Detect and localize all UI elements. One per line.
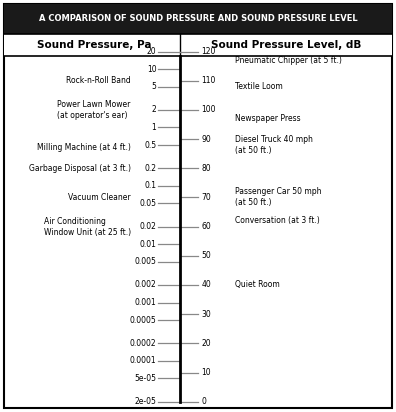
Bar [4,34,392,56]
Text: 0.001: 0.001 [135,298,156,307]
Text: Conversation (at 3 ft.): Conversation (at 3 ft.) [235,216,320,225]
Text: 0.1: 0.1 [145,181,156,190]
Text: 10: 10 [147,65,156,74]
Text: 0.2: 0.2 [145,164,156,173]
Text: 80: 80 [201,164,211,173]
Text: 0.02: 0.02 [139,222,156,231]
Text: 2: 2 [152,105,156,115]
Text: 100: 100 [201,105,216,115]
Text: 90: 90 [201,135,211,143]
Text: 20: 20 [147,47,156,56]
Text: 70: 70 [201,193,211,202]
Text: 40: 40 [201,281,211,290]
Text: 0.0001: 0.0001 [130,356,156,365]
Text: Sound Pressure, Pa: Sound Pressure, Pa [37,40,151,50]
Text: 20: 20 [201,339,211,348]
Text: 0.0002: 0.0002 [130,339,156,348]
Text: Passenger Car 50 mph
(at 50 ft.): Passenger Car 50 mph (at 50 ft.) [235,187,321,208]
Text: 0.002: 0.002 [135,281,156,290]
Text: Textile Loom: Textile Loom [235,82,283,91]
Text: 50: 50 [201,251,211,260]
Text: 0.005: 0.005 [135,257,156,266]
Text: A COMPARISON OF SOUND PRESSURE AND SOUND PRESSURE LEVEL: A COMPARISON OF SOUND PRESSURE AND SOUND… [39,14,357,23]
Text: Power Lawn Mower
(at operator's ear): Power Lawn Mower (at operator's ear) [57,100,131,120]
Text: 30: 30 [201,310,211,318]
Text: 0.5: 0.5 [144,140,156,150]
Text: 60: 60 [201,222,211,231]
Text: Air Conditioning
Window Unit (at 25 ft.): Air Conditioning Window Unit (at 25 ft.) [44,217,131,236]
Text: 2e-05: 2e-05 [135,397,156,406]
Text: 110: 110 [201,76,215,85]
Text: Rock-n-Roll Band: Rock-n-Roll Band [66,76,131,85]
Text: Milling Machine (at 4 ft.): Milling Machine (at 4 ft.) [37,143,131,152]
Text: Garbage Disposal (at 3 ft.): Garbage Disposal (at 3 ft.) [29,164,131,173]
Text: 0: 0 [201,397,206,406]
Text: 0.05: 0.05 [139,199,156,208]
Text: Newspaper Press: Newspaper Press [235,114,301,123]
Text: Diesel Truck 40 mph
(at 50 ft.): Diesel Truck 40 mph (at 50 ft.) [235,135,313,155]
Text: 5: 5 [152,82,156,91]
Text: 10: 10 [201,368,211,377]
Text: 0.0005: 0.0005 [129,316,156,325]
Text: Quiet Room: Quiet Room [235,281,280,290]
Text: 0.01: 0.01 [139,240,156,249]
Text: Pneumatic Chipper (at 5 ft.): Pneumatic Chipper (at 5 ft.) [235,56,342,65]
Text: 120: 120 [201,47,215,56]
Text: Vacuum Cleaner: Vacuum Cleaner [68,193,131,202]
Text: 5e-05: 5e-05 [134,374,156,383]
Bar [4,4,392,34]
Text: Sound Pressure Level, dB: Sound Pressure Level, dB [211,40,361,50]
Text: 1: 1 [152,123,156,132]
